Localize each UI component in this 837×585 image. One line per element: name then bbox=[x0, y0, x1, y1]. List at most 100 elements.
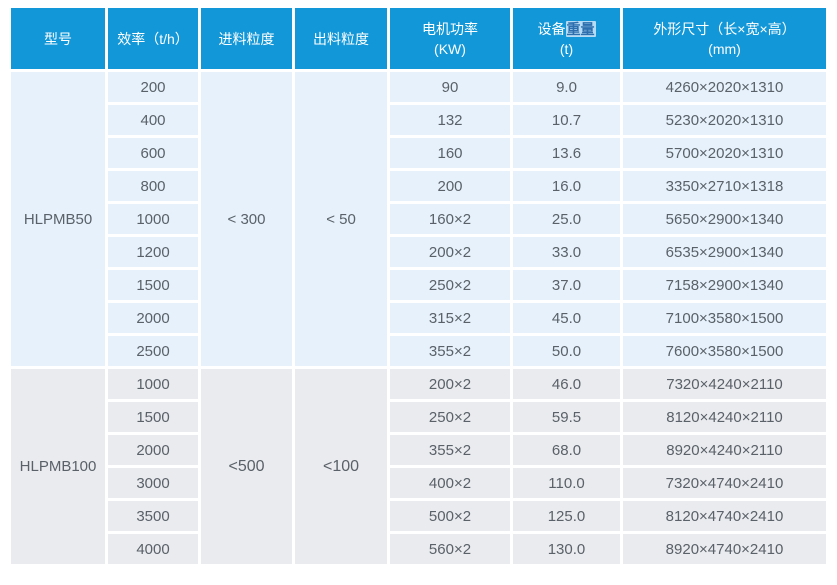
dims-cell: 3350×2710×1318 bbox=[623, 171, 826, 201]
dims-cell: 5700×2020×1310 bbox=[623, 138, 826, 168]
rate-cell: 800 bbox=[108, 171, 198, 201]
header-weight: 设备重量 (t) bbox=[513, 8, 620, 69]
rate-cell: 2000 bbox=[108, 303, 198, 333]
header-rate: 效率（t/h） bbox=[108, 8, 198, 69]
header-motor-power: 电机功率 (KW) bbox=[390, 8, 510, 69]
output-size-cell: <100 bbox=[295, 369, 387, 564]
weight-cell: 125.0 bbox=[513, 501, 620, 531]
table-row: 3500 500×2 125.0 8120×4740×2410 bbox=[11, 501, 826, 531]
weight-cell: 45.0 bbox=[513, 303, 620, 333]
power-cell: 400×2 bbox=[390, 468, 510, 498]
dims-cell: 5650×2900×1340 bbox=[623, 204, 826, 234]
table-row: HLPMB50 200 < 300 < 50 90 9.0 4260×2020×… bbox=[11, 72, 826, 366]
weight-cell: 37.0 bbox=[513, 270, 620, 300]
header-weight-unit: (t) bbox=[559, 40, 574, 57]
rate-cell: 1500 bbox=[108, 402, 198, 432]
rate-cell: 200 bbox=[108, 72, 198, 102]
header-model: 型号 bbox=[11, 8, 105, 69]
weight-cell: 16.0 bbox=[513, 171, 620, 201]
power-cell: 132 bbox=[390, 105, 510, 135]
output-size-cell: < 50 bbox=[295, 72, 387, 366]
weight-cell: 68.0 bbox=[513, 435, 620, 465]
power-cell: 250×2 bbox=[390, 402, 510, 432]
header-dims-line1: 外形尺寸（长×宽×高） bbox=[653, 20, 796, 37]
rate-cell: 4000 bbox=[108, 534, 198, 564]
header-model-label: 型号 bbox=[44, 30, 72, 47]
header-output-size: 出料粒度 bbox=[295, 8, 387, 69]
power-cell: 90 bbox=[390, 72, 510, 102]
rate-cell: 3000 bbox=[108, 468, 198, 498]
spec-table-container: 型号 效率（t/h） 进料粒度 出料粒度 电机功率 (KW) 设备重量 (t) … bbox=[8, 5, 829, 567]
power-cell: 250×2 bbox=[390, 270, 510, 300]
power-cell: 160 bbox=[390, 138, 510, 168]
power-cell: 315×2 bbox=[390, 303, 510, 333]
header-output-label: 出料粒度 bbox=[313, 30, 369, 47]
power-cell: 355×2 bbox=[390, 435, 510, 465]
power-cell: 160×2 bbox=[390, 204, 510, 234]
feed-size-cell: <500 bbox=[201, 369, 292, 564]
table-row: 1500 250×2 37.0 7158×2900×1340 bbox=[11, 270, 826, 300]
dims-cell: 7320×4740×2410 bbox=[623, 468, 826, 498]
weight-cell: 46.0 bbox=[513, 369, 620, 399]
table-row: 1000 160×2 25.0 5650×2900×1340 bbox=[11, 204, 826, 234]
feed-size-cell: < 300 bbox=[201, 72, 292, 366]
header-dims-line2: (mm) bbox=[708, 40, 741, 57]
dims-cell: 7158×2900×1340 bbox=[623, 270, 826, 300]
weight-cell: 33.0 bbox=[513, 237, 620, 267]
weight-cell: 110.0 bbox=[513, 468, 620, 498]
dims-cell: 7320×4240×2110 bbox=[623, 369, 826, 399]
search-highlight: 重量 bbox=[565, 20, 596, 37]
model-cell: HLPMB50 bbox=[11, 72, 105, 366]
dims-cell: 8920×4240×2110 bbox=[623, 435, 826, 465]
weight-cell: 130.0 bbox=[513, 534, 620, 564]
power-cell: 200 bbox=[390, 171, 510, 201]
header-feed-label: 进料粒度 bbox=[218, 30, 275, 47]
table-row: 2000 355×2 68.0 8920×4240×2110 bbox=[11, 435, 826, 465]
rate-cell: 1000 bbox=[108, 204, 198, 234]
dims-cell: 5230×2020×1310 bbox=[623, 105, 826, 135]
table-row: 600 160 13.6 5700×2020×1310 bbox=[11, 138, 826, 168]
dims-cell: 8920×4740×2410 bbox=[623, 534, 826, 564]
dims-cell: 8120×4740×2410 bbox=[623, 501, 826, 531]
header-rate-label: 效率（t/h） bbox=[117, 30, 189, 47]
rate-cell: 400 bbox=[108, 105, 198, 135]
table-row: 2000 315×2 45.0 7100×3580×1500 bbox=[11, 303, 826, 333]
spec-table: 型号 效率（t/h） 进料粒度 出料粒度 电机功率 (KW) 设备重量 (t) … bbox=[8, 5, 829, 567]
header-feed-size: 进料粒度 bbox=[201, 8, 292, 69]
rate-cell: 2000 bbox=[108, 435, 198, 465]
rate-cell: 600 bbox=[108, 138, 198, 168]
weight-cell: 9.0 bbox=[513, 72, 620, 102]
dims-cell: 7100×3580×1500 bbox=[623, 303, 826, 333]
model-cell: HLPMB100 bbox=[11, 369, 105, 564]
rate-cell: 3500 bbox=[108, 501, 198, 531]
dims-cell: 8120×4240×2110 bbox=[623, 402, 826, 432]
weight-cell: 25.0 bbox=[513, 204, 620, 234]
rate-cell: 1000 bbox=[108, 369, 198, 399]
header-row: 型号 效率（t/h） 进料粒度 出料粒度 电机功率 (KW) 设备重量 (t) … bbox=[11, 8, 826, 69]
group-hlpmb50: HLPMB50 200 < 300 < 50 90 9.0 4260×2020×… bbox=[11, 72, 826, 366]
group-hlpmb100: HLPMB100 1000 <500 <100 200×2 46.0 7320×… bbox=[11, 369, 826, 564]
table-row: 1200 200×2 33.0 6535×2900×1340 bbox=[11, 237, 826, 267]
dims-cell: 6535×2900×1340 bbox=[623, 237, 826, 267]
table-header: 型号 效率（t/h） 进料粒度 出料粒度 电机功率 (KW) 设备重量 (t) … bbox=[11, 8, 826, 69]
power-cell: 560×2 bbox=[390, 534, 510, 564]
dims-cell: 4260×2020×1310 bbox=[623, 72, 826, 102]
rate-cell: 2500 bbox=[108, 336, 198, 366]
header-dimensions: 外形尺寸（长×宽×高） (mm) bbox=[623, 8, 826, 69]
dims-cell: 7600×3580×1500 bbox=[623, 336, 826, 366]
weight-cell: 59.5 bbox=[513, 402, 620, 432]
table-row: 3000 400×2 110.0 7320×4740×2410 bbox=[11, 468, 826, 498]
power-cell: 200×2 bbox=[390, 369, 510, 399]
table-row: HLPMB100 1000 <500 <100 200×2 46.0 7320×… bbox=[11, 369, 826, 564]
power-cell: 355×2 bbox=[390, 336, 510, 366]
power-cell: 500×2 bbox=[390, 501, 510, 531]
header-power-line2: (KW) bbox=[434, 40, 466, 57]
table-row: 1500 250×2 59.5 8120×4240×2110 bbox=[11, 402, 826, 432]
power-cell: 200×2 bbox=[390, 237, 510, 267]
rate-cell: 1200 bbox=[108, 237, 198, 267]
table-row: 4000 560×2 130.0 8920×4740×2410 bbox=[11, 534, 826, 564]
header-weight-pre: 设备 bbox=[537, 20, 566, 37]
table-row: 400 132 10.7 5230×2020×1310 bbox=[11, 105, 826, 135]
header-power-line1: 电机功率 bbox=[422, 20, 478, 37]
table-row: 800 200 16.0 3350×2710×1318 bbox=[11, 171, 826, 201]
